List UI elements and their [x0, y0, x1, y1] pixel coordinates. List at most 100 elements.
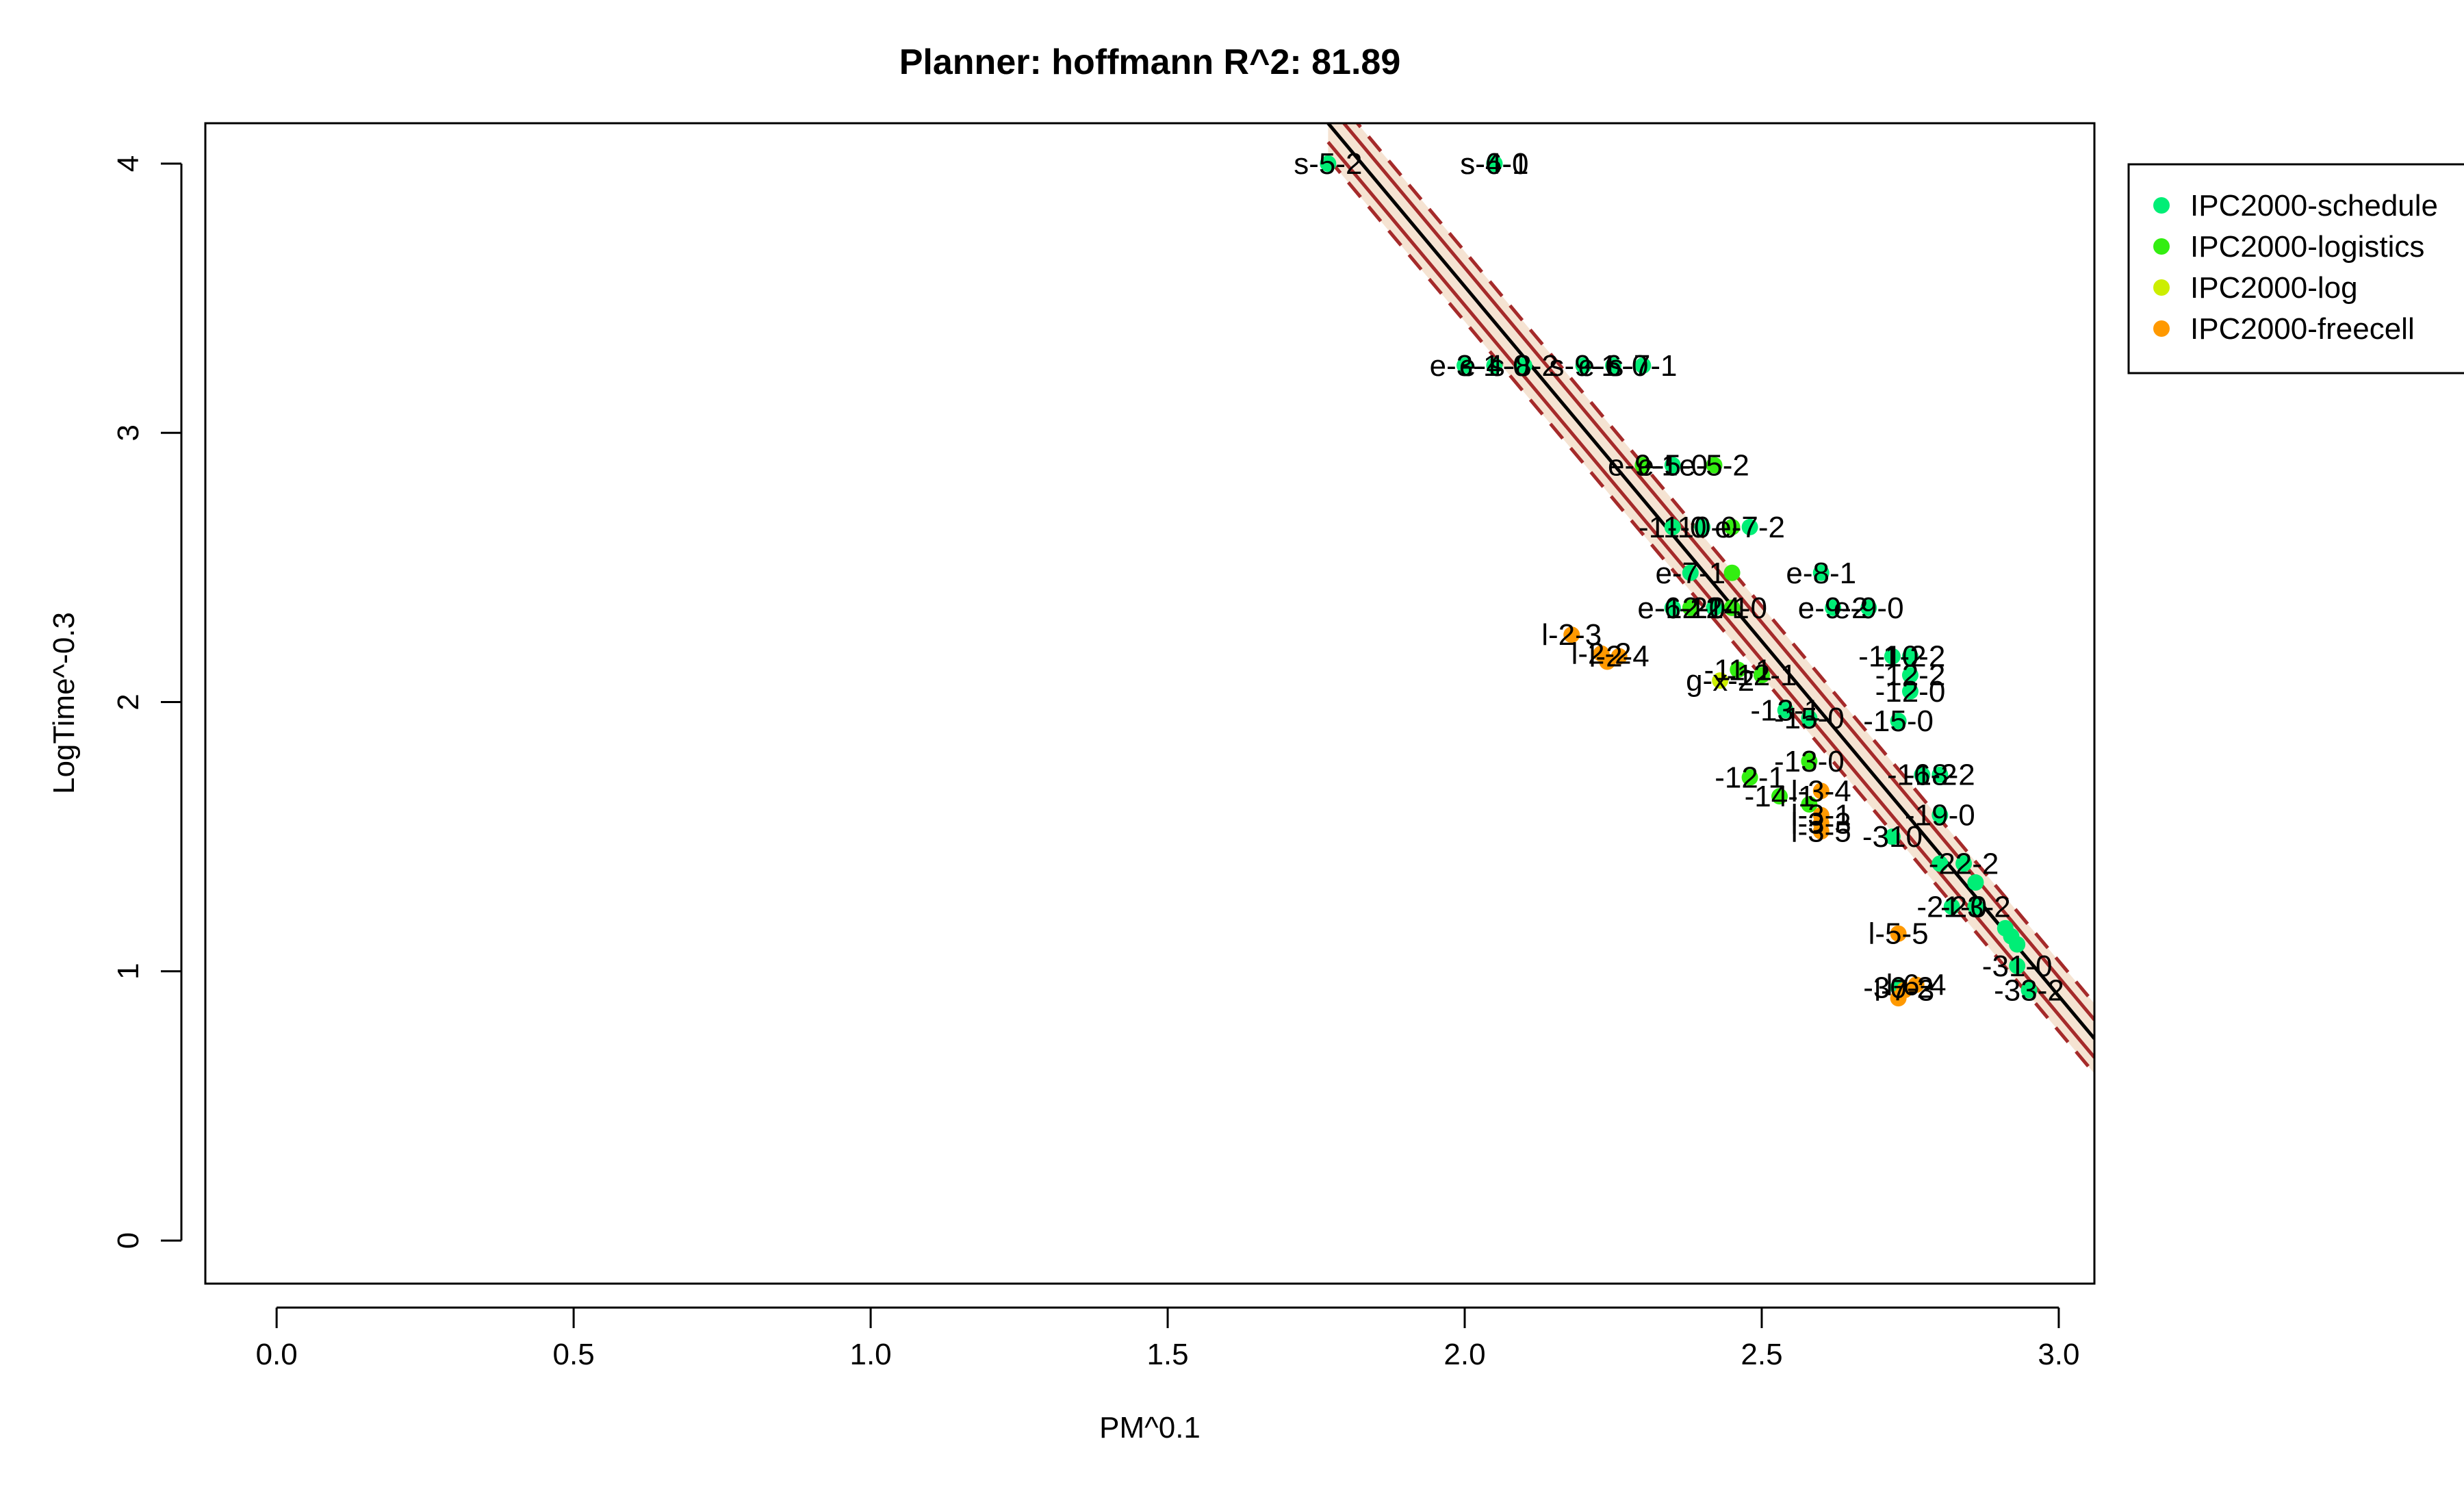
data-point [1723, 564, 1741, 581]
point-label: -15-0 [1774, 702, 1845, 735]
x-tick-label: 1.5 [1146, 1338, 1188, 1371]
x-axis: 0.0 0.5 1.0 1.5 2.0 2.5 3.0 [256, 1306, 2080, 1371]
point-label: -21-0 [1916, 890, 1987, 924]
data-point [1967, 874, 1984, 891]
data-point [1664, 518, 1681, 535]
data-point [1599, 653, 1616, 670]
data-point [1706, 457, 1723, 474]
point-label: l-3-3 [1791, 807, 1851, 841]
point-label: e-6-0 [1578, 349, 1649, 383]
point-label: l-2-3 [1541, 618, 1602, 652]
data-point [1712, 672, 1729, 689]
data-point [1723, 599, 1741, 616]
point-label: l-7-3 [1874, 973, 1934, 1007]
data-point [1456, 357, 1473, 374]
legend-box [2127, 163, 2464, 374]
data-point [1812, 782, 1830, 800]
point-label: -33-2 [1994, 973, 2064, 1007]
point-label: e-9-1 [1608, 448, 1678, 482]
data-point [1730, 661, 1747, 678]
point-label: s-8-2 [1490, 349, 1558, 383]
data-point [1515, 357, 1532, 374]
point-label: e-9-2 [1798, 591, 1869, 625]
data-point [1634, 457, 1652, 474]
x-tick-label: 3.0 [2038, 1338, 2079, 1371]
data-point [1682, 564, 1699, 581]
data-point [1486, 357, 1503, 374]
data-point [1682, 599, 1699, 616]
point-label: -10-2 [1875, 640, 1946, 674]
legend-entry: IPC2000-freecell [2190, 312, 2415, 346]
point-label: -30-2 [1863, 971, 1934, 1004]
legend: IPC2000-schedule IPC2000-logistics IPC2000… [2127, 163, 2464, 374]
data-point [1825, 599, 1842, 616]
data-point [1890, 925, 1907, 942]
legend-entry: IPC2000-logistics [2190, 230, 2424, 264]
x-axis-label: PM^0.1 [1099, 1411, 1201, 1445]
point-label: l-5-5 [1869, 917, 1929, 951]
point-label: s-5-2 [1294, 147, 1362, 181]
data-point [1801, 796, 1818, 813]
data-point [1320, 155, 1337, 172]
data-point [1664, 457, 1681, 474]
data-point [1741, 769, 1758, 786]
point-label: s-9-1 [1549, 349, 1617, 383]
point-label: e-4-0 [1459, 349, 1530, 383]
data-point [1812, 564, 1830, 581]
legend-swatch [2153, 279, 2170, 296]
point-label: e-9-0 [1834, 591, 1904, 625]
data-point [1908, 976, 1925, 993]
point-label: -14-1 [1745, 780, 1815, 813]
confidence-band-lower [1326, 140, 2094, 1059]
y-tick-label: 0 [112, 1232, 145, 1249]
point-label: l-2-4 [1589, 640, 1650, 674]
data-point [1890, 713, 1907, 730]
data-point [1801, 710, 1818, 727]
point-label: e-8-1 [1786, 557, 1856, 590]
data-point [1801, 753, 1818, 770]
data-point [1901, 648, 1918, 665]
point-label: -11-2 [1858, 640, 1926, 674]
data-point [1914, 766, 1931, 783]
point-label: l-6-4 [1886, 968, 1947, 1002]
y-tick-label: 1 [112, 963, 145, 980]
data-point [1860, 599, 1877, 616]
point-label: s-7-1 [1608, 349, 1677, 383]
point-label: -11-0 [1639, 511, 1706, 544]
data-point [1932, 766, 1949, 783]
point-label: -15-0 [1863, 704, 1934, 738]
point-label: -12-1 [1715, 761, 1785, 795]
point-label: -13-0 [1774, 745, 1845, 778]
point-label: -16-2 [1887, 759, 1958, 792]
point-label: -12-0 [1655, 591, 1725, 625]
point-label: l-3-4 [1791, 774, 1851, 808]
point-label: -11-1 [1704, 653, 1772, 687]
point-label: -13-1 [1750, 693, 1821, 727]
data-point [1664, 599, 1681, 616]
point-label: e-5-2 [1679, 448, 1749, 482]
data-point [1604, 357, 1621, 374]
plot-frame [204, 122, 2096, 1285]
data-points [1320, 155, 2038, 1007]
x-tick-label: 2.5 [1741, 1338, 1782, 1371]
point-label: e-5-0 [1637, 448, 1708, 482]
data-point [1694, 518, 1711, 535]
point-label: -12-1 [1679, 591, 1749, 625]
point-label: e-7-2 [1715, 511, 1785, 544]
chart-title: Planner: hoffmann R^2: 81.89 [899, 42, 1401, 82]
data-point [2009, 957, 2026, 974]
data-point [2009, 936, 2026, 953]
point-label: -14-0 [1697, 591, 1767, 625]
point-label: -12-1 [1727, 659, 1797, 692]
legend-swatch [2153, 197, 2170, 214]
point-labels: s-5-2 s-4-0s-6-1 e-3-1e-4-0s-8-2s-9-1e-6-0… [1294, 147, 2064, 1007]
data-point [1563, 626, 1580, 644]
legend-entry: IPC2000-schedule [2190, 189, 2438, 222]
data-point [1741, 518, 1758, 535]
legend-swatch [2153, 238, 2170, 255]
point-label: g-x-2 [1686, 664, 1754, 698]
data-point [1932, 855, 1949, 872]
y-axis: 0 1 2 3 4 [112, 155, 183, 1249]
data-point [1634, 357, 1652, 374]
point-label: -23-2 [1940, 890, 2011, 924]
